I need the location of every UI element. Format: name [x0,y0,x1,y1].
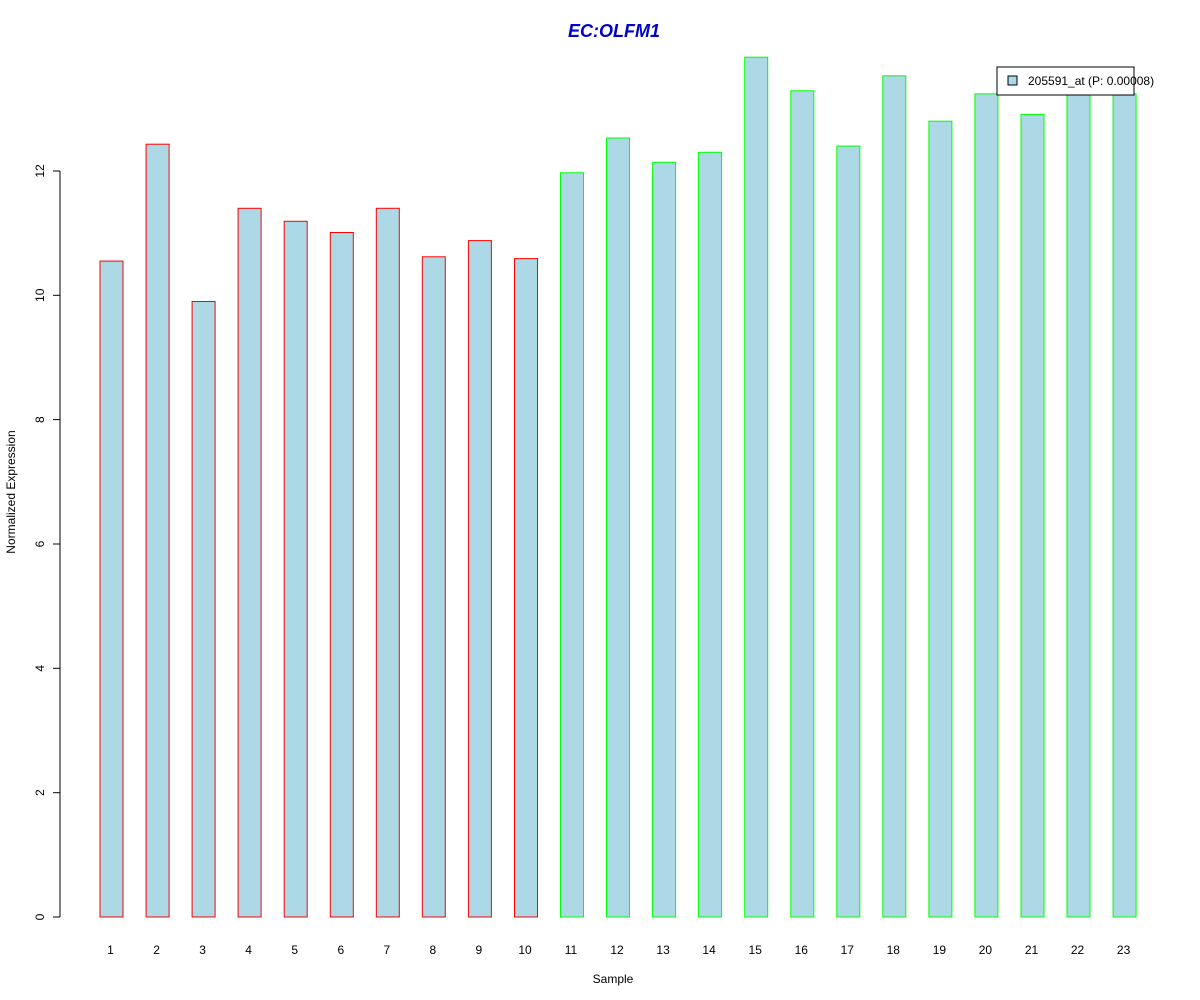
bar-sample-2 [145,143,170,918]
bar-sample-13 [652,161,677,918]
x-tick-label: 4 [245,943,252,957]
x-tick-label: 21 [1025,943,1039,957]
bar-sample-10 [514,258,538,918]
x-tick-label: 6 [337,943,344,957]
x-tick-label: 2 [153,943,160,957]
bar-sample-4 [237,207,262,918]
x-axis-label: Sample [593,972,634,986]
x-tick-label: 11 [565,943,578,957]
y-tick-label: 12 [33,164,47,178]
x-tick-label: 1 [107,943,114,957]
x-tick-label: 8 [429,943,436,957]
bar-sample-17 [836,145,861,918]
y-tick-label: 0 [33,913,47,920]
bar-sample-16 [790,90,815,918]
bar-sample-19 [928,120,953,918]
x-tick-label: 15 [749,943,763,957]
x-tick-label: 19 [933,943,947,957]
x-tick-label: 9 [476,943,483,957]
bar-sample-21 [1020,113,1045,918]
x-tick-label: 23 [1117,943,1131,957]
x-tick-label: 22 [1071,943,1085,957]
bar-sample-8 [421,256,446,918]
bar-sample-7 [375,207,400,918]
x-tick-label: 5 [291,943,298,957]
x-tick-label: 10 [518,943,532,957]
y-tick-label: 6 [33,540,47,547]
legend-swatch [1007,75,1018,86]
bar-sample-23 [1112,93,1137,918]
x-tick-labels: 1 2 3 4 5 6 7 8 9 10 11 12 13 14 15 16 17 18 19 20 21 22 23 [107,943,1130,957]
bar-sample-1 [99,260,124,918]
x-tick-label: 12 [610,943,624,957]
legend-label: 205591_at (P: 0.00008) [1028,74,1154,88]
y-tick-label: 8 [33,416,47,423]
bars-group [99,56,1137,918]
x-tick-label: 14 [702,943,716,957]
bar-sample-3 [191,301,216,918]
bar-sample-6 [329,232,354,918]
bar-sample-18 [882,75,907,918]
x-tick-label: 17 [841,943,855,957]
x-tick-label: 18 [887,943,901,957]
x-tick-label: 13 [656,943,670,957]
y-tick-label: 10 [33,288,47,302]
y-tick-label: 4 [33,665,47,672]
bar-sample-15 [744,56,769,918]
chart-title: EC:OLFM1 [568,21,660,41]
bar-sample-14 [698,151,723,918]
x-tick-label: 3 [199,943,206,957]
bar-sample-9 [467,240,492,918]
legend-box [996,66,1135,96]
x-tick-label: 7 [383,943,390,957]
legend: 205591_at (P: 0.00008) [996,66,1154,96]
y-axis-label: Normalized Expression [4,430,18,553]
bar-sample-11 [560,172,584,918]
bar-sample-12 [606,137,630,918]
x-tick-label: 20 [979,943,993,957]
x-tick-label: 16 [795,943,809,957]
bar-sample-20 [974,93,999,918]
bar-sample-5 [283,220,308,918]
y-tick-label: 2 [33,789,47,796]
bar-sample-22 [1066,93,1091,918]
y-axis: 0 2 4 6 8 10 12 [33,164,61,920]
